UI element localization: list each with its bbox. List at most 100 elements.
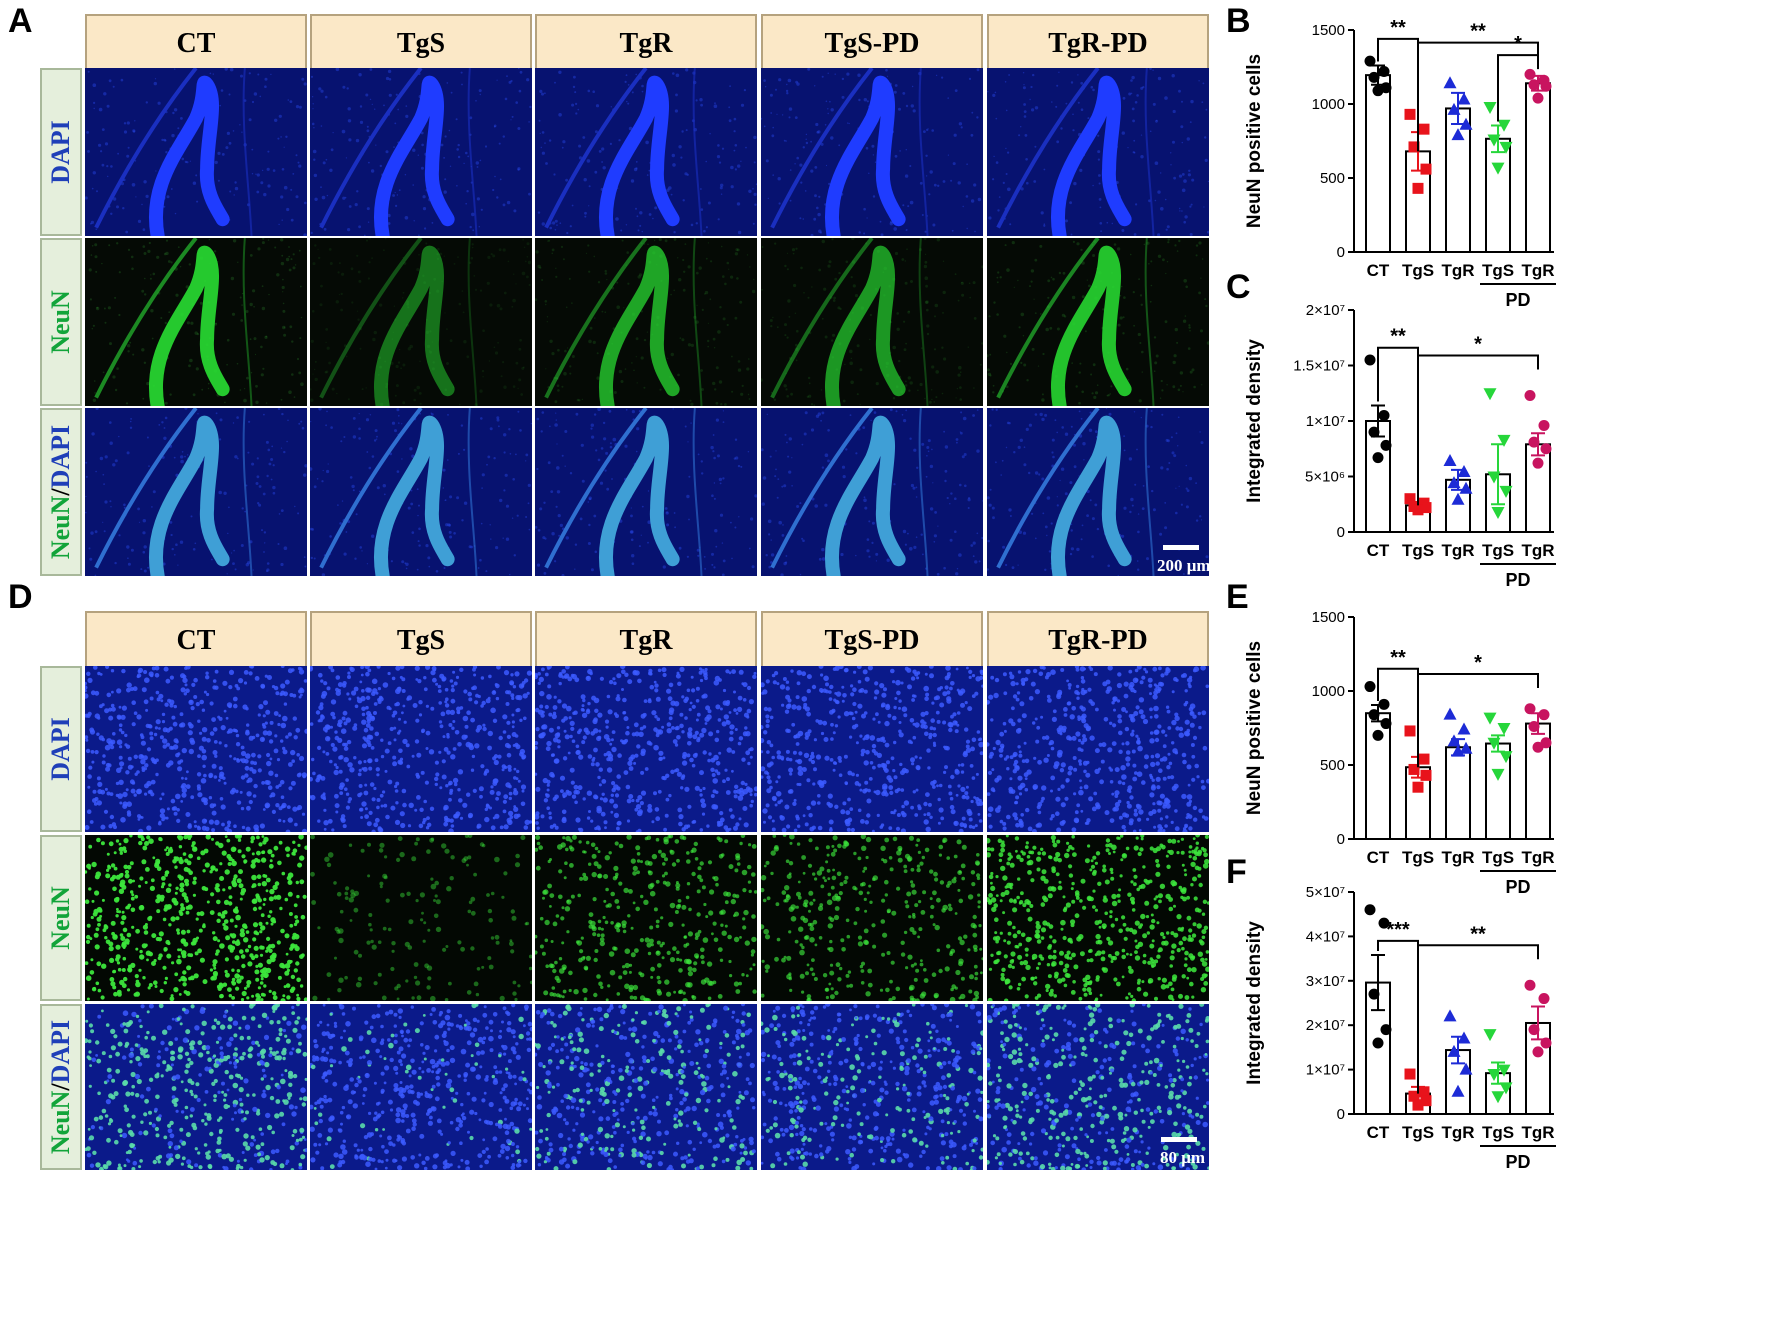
row-label-neun: NeuN (40, 238, 82, 406)
data-point (1499, 141, 1513, 154)
x-tick-label: TgR (1521, 848, 1554, 867)
micrograph-neun-ct (85, 238, 307, 406)
column-header-tgr-pd: TgR-PD (987, 611, 1209, 671)
significance-label: *** (1386, 919, 1410, 941)
data-point (1499, 1082, 1513, 1095)
data-point (1420, 163, 1432, 175)
x-tick-label: TgR (1521, 1123, 1554, 1142)
data-point (1447, 476, 1461, 489)
data-point (1364, 904, 1376, 916)
row-label-neun: NeuN (40, 835, 82, 1001)
x-tick-label: TgS (1482, 848, 1514, 867)
x-tick-label: TgR (1441, 261, 1474, 280)
data-point (1364, 55, 1376, 67)
micrograph-neun-ct (85, 835, 307, 1001)
significance-bracket (1417, 672, 1539, 768)
data-point (1483, 712, 1497, 725)
micrograph-dapi-ct (85, 666, 307, 832)
panel-label-d: D (8, 578, 33, 616)
significance-bracket (1417, 354, 1539, 506)
significance-label: * (1474, 652, 1482, 674)
data-point (1418, 1086, 1430, 1098)
micrograph-neun-tgs-pd (761, 835, 983, 1001)
data-point (1524, 703, 1536, 715)
data-point (1487, 471, 1501, 484)
group-label: PD (1505, 877, 1530, 897)
scale-bar-d (1161, 1137, 1197, 1142)
y-tick-label: 1000 (1312, 683, 1345, 700)
y-tick-label: 5×10⁷ (1306, 884, 1345, 901)
data-point (1497, 723, 1511, 735)
data-point (1459, 1062, 1473, 1075)
column-header-tgs: TgS (310, 14, 532, 74)
data-point (1528, 721, 1540, 733)
data-point (1408, 1090, 1420, 1102)
data-point (1451, 744, 1465, 757)
data-point (1499, 485, 1513, 498)
data-point (1404, 108, 1416, 120)
x-tick-label: TgR (1441, 541, 1474, 560)
scale-bar-a (1163, 545, 1199, 550)
data-point (1528, 1024, 1540, 1036)
data-point (1447, 1044, 1461, 1057)
x-tick-label: TgS (1482, 541, 1514, 560)
micrograph-dapi-ct (85, 68, 307, 236)
data-point (1532, 92, 1544, 104)
column-header-tgr-pd: TgR-PD (987, 14, 1209, 74)
y-tick-label: 0 (1337, 831, 1345, 848)
y-tick-label: 500 (1320, 170, 1345, 187)
data-point (1378, 917, 1390, 929)
column-header-tgs: TgS (310, 611, 532, 671)
x-tick-label: TgS (1402, 848, 1434, 867)
data-point (1451, 492, 1465, 505)
micrograph-dapi-tgs-pd (761, 666, 983, 832)
row-label-neun-dapi: NeuN/DAPI (40, 1004, 82, 1170)
micrograph-neun-tgr (535, 835, 757, 1001)
data-point (1528, 436, 1540, 448)
data-point (1404, 725, 1416, 737)
y-tick-label: 1500 (1312, 609, 1345, 626)
data-point (1372, 452, 1384, 464)
data-point (1412, 1099, 1424, 1111)
data-point (1380, 1024, 1392, 1036)
panel-label-c: C (1226, 268, 1251, 306)
micrograph-dapi-tgr (535, 666, 757, 832)
chart-e-neun-positive-cells: NeuN positive cells 0 500 1000 1500 CT TgS TgR T… (1244, 609, 1556, 897)
micrograph-dapi-tgr-pd (987, 666, 1209, 832)
bar-c-0 (1365, 420, 1391, 533)
data-point (1528, 79, 1540, 91)
bar-e-2 (1445, 746, 1471, 841)
x-tick-label: CT (1367, 1123, 1390, 1142)
data-point (1540, 80, 1552, 92)
bar-c-4 (1525, 443, 1551, 533)
scale-label-d: 80 μm (1160, 1148, 1206, 1167)
data-point (1540, 443, 1552, 455)
micrograph-neun-tgs-pd (761, 238, 983, 406)
data-point (1443, 1009, 1457, 1022)
data-point (1380, 439, 1392, 451)
panel-label-b: B (1226, 2, 1251, 40)
data-point (1532, 457, 1544, 469)
data-point (1491, 162, 1505, 175)
data-point (1487, 737, 1501, 750)
x-tick-label: TgR (1521, 541, 1554, 560)
data-point (1540, 1037, 1552, 1049)
row-label-dapi: DAPI (40, 68, 82, 236)
x-tick-label: TgR (1521, 261, 1554, 280)
data-point (1368, 988, 1380, 1000)
significance-bracket (1417, 944, 1539, 1094)
row-label-neun-dapi: NeuN/DAPI (40, 408, 82, 576)
data-point (1451, 1084, 1465, 1097)
x-tick-label: TgS (1482, 261, 1514, 280)
bar-b-3 (1485, 137, 1511, 253)
y-tick-label: 4×10⁷ (1306, 928, 1345, 945)
data-point (1483, 1029, 1497, 1042)
x-tick-label: TgS (1402, 1123, 1434, 1142)
significance-label: ** (1390, 647, 1406, 669)
significance-label: * (1474, 334, 1482, 356)
data-point (1418, 753, 1430, 765)
y-tick-label: 500 (1320, 757, 1345, 774)
panel-label-e: E (1226, 578, 1249, 616)
significance-label: * (1514, 33, 1522, 55)
data-point (1497, 1064, 1511, 1077)
